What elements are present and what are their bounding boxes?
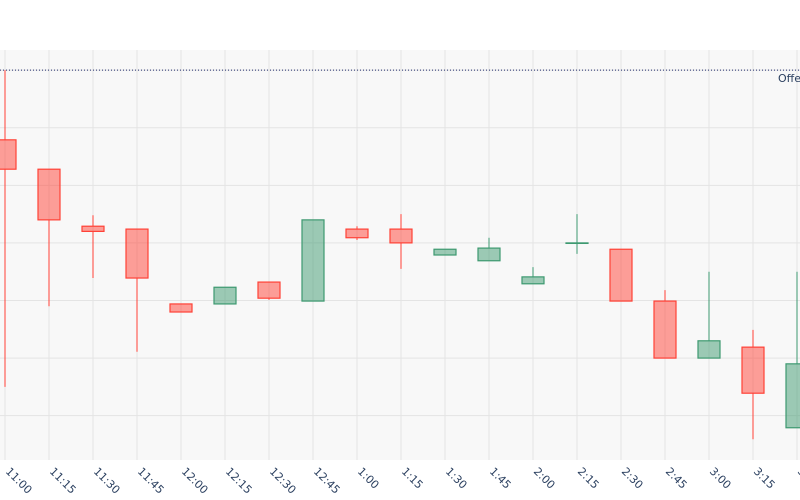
x-tick-label: 1:15 <box>399 465 426 492</box>
x-tick-label: 12:15 <box>223 465 255 497</box>
candle-body <box>785 363 800 429</box>
x-tick-label: 2:00 <box>531 465 558 492</box>
x-tick-label: 2:45 <box>663 465 690 492</box>
x-tick-label: 1:00 <box>355 465 382 492</box>
candle-body <box>169 303 193 313</box>
candle-body <box>521 276 545 285</box>
x-tick-label: 11:45 <box>135 465 167 497</box>
x-tick-label: 3:15 <box>751 465 778 492</box>
candle-body <box>741 346 765 394</box>
x-tick-label: 11:00 <box>3 465 35 497</box>
candle-body <box>389 228 413 244</box>
candle-body <box>81 225 105 232</box>
x-tick-label: 11:15 <box>47 465 79 497</box>
candle-body <box>477 247 501 262</box>
candle-body <box>125 228 149 279</box>
candle-body <box>257 281 281 299</box>
x-tick-label: 12:00 <box>179 465 211 497</box>
x-tick-label: 12:30 <box>267 465 299 497</box>
x-tick-label: 2:15 <box>575 465 602 492</box>
candle-body <box>697 340 721 359</box>
candle-body <box>0 139 17 170</box>
candle-body <box>609 248 633 302</box>
x-tick-label: 11:30 <box>91 465 123 497</box>
x-tick-label: 2:30 <box>619 465 646 492</box>
x-tick-label: 3:30 <box>795 465 800 492</box>
candle-body <box>345 228 369 239</box>
x-tick-label: 1:30 <box>443 465 470 492</box>
x-tick-label: 3:00 <box>707 465 734 492</box>
candle-body <box>653 300 677 359</box>
plot-background <box>0 50 800 460</box>
candle-body <box>213 286 237 305</box>
candle-body <box>433 248 457 256</box>
offer-label: Offer <box>778 72 800 85</box>
x-tick-label: 1:45 <box>487 465 514 492</box>
x-tick-label: 12:45 <box>311 465 343 497</box>
candle-body <box>37 168 61 221</box>
candle-body <box>565 242 589 245</box>
candle-body <box>301 219 325 302</box>
